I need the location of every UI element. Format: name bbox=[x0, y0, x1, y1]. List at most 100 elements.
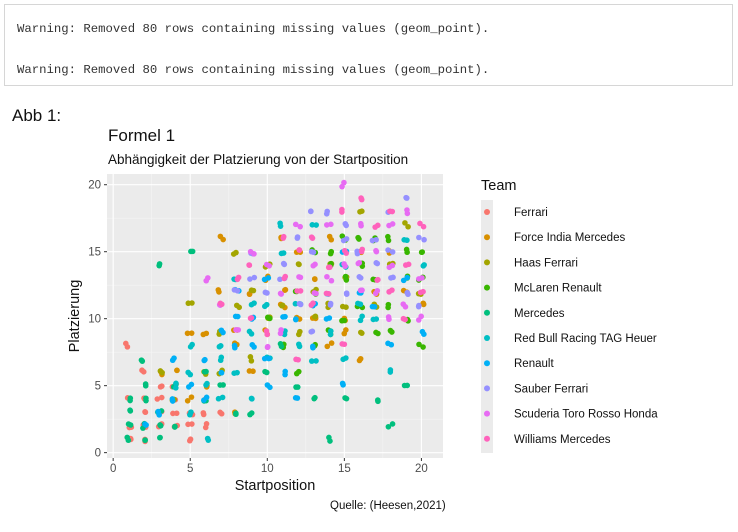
data-point bbox=[385, 301, 392, 308]
data-point bbox=[266, 263, 272, 269]
y-tick-label: 20 bbox=[88, 180, 101, 192]
data-point bbox=[358, 195, 364, 201]
data-point bbox=[403, 195, 410, 201]
data-point bbox=[385, 233, 391, 240]
data-point bbox=[339, 380, 346, 387]
data-point bbox=[421, 236, 427, 243]
data-point bbox=[281, 275, 288, 282]
data-point bbox=[355, 300, 361, 307]
data-point bbox=[420, 223, 427, 230]
data-point bbox=[387, 369, 394, 375]
data-point bbox=[402, 304, 409, 310]
data-point bbox=[277, 330, 284, 337]
data-point bbox=[203, 330, 210, 337]
data-point bbox=[402, 220, 408, 226]
data-point bbox=[404, 207, 410, 213]
console-output: Warning: Removed 80 rows containing miss… bbox=[4, 4, 733, 86]
data-point bbox=[205, 437, 212, 443]
data-point bbox=[297, 223, 303, 230]
data-point bbox=[247, 276, 253, 282]
data-point bbox=[233, 411, 239, 418]
data-point bbox=[294, 395, 301, 401]
chart-subtitle: Abhängigkeit der Platzierung von der Sta… bbox=[108, 152, 408, 167]
x-axis-label: Startposition bbox=[235, 478, 316, 494]
data-point bbox=[416, 276, 422, 282]
data-point bbox=[173, 380, 179, 387]
data-point bbox=[264, 382, 271, 388]
data-point bbox=[385, 340, 391, 347]
data-point bbox=[343, 250, 350, 256]
legend-label: Renault bbox=[514, 358, 554, 370]
data-point bbox=[263, 369, 270, 376]
data-point bbox=[323, 211, 330, 217]
data-point bbox=[201, 397, 207, 403]
data-point bbox=[262, 303, 268, 310]
data-point bbox=[217, 357, 224, 364]
data-point bbox=[359, 287, 365, 293]
data-point bbox=[139, 367, 145, 374]
data-point bbox=[327, 438, 333, 444]
x-tick-label: 10 bbox=[261, 463, 274, 475]
data-point bbox=[296, 247, 303, 253]
data-point bbox=[184, 330, 191, 337]
data-point bbox=[323, 222, 330, 228]
data-point bbox=[327, 300, 334, 307]
data-point bbox=[218, 301, 225, 308]
y-tick-label: 15 bbox=[88, 247, 101, 259]
data-point bbox=[188, 330, 195, 336]
data-point bbox=[339, 341, 345, 347]
data-point bbox=[369, 303, 376, 310]
data-point bbox=[341, 330, 348, 337]
data-point bbox=[420, 301, 427, 308]
source-note: Quelle: (Heesen,2021) bbox=[330, 500, 446, 512]
data-point bbox=[230, 251, 237, 257]
data-point bbox=[294, 235, 301, 241]
x-tick-label: 5 bbox=[187, 463, 193, 475]
legend-title: Team bbox=[481, 178, 516, 194]
data-point bbox=[264, 343, 271, 350]
data-point bbox=[405, 291, 411, 298]
data-point bbox=[416, 341, 422, 348]
data-point bbox=[343, 222, 350, 229]
data-point bbox=[249, 396, 255, 402]
data-point bbox=[310, 345, 316, 351]
data-point bbox=[343, 355, 349, 361]
data-point bbox=[339, 206, 345, 213]
data-point bbox=[328, 340, 335, 346]
legend-label: Force India Mercedes bbox=[514, 232, 625, 244]
data-point bbox=[278, 343, 285, 350]
data-point bbox=[328, 277, 335, 284]
data-point bbox=[309, 221, 316, 228]
data-point bbox=[248, 315, 255, 321]
data-point bbox=[401, 382, 408, 389]
data-point bbox=[282, 313, 288, 320]
data-point bbox=[358, 329, 364, 336]
data-point bbox=[388, 275, 394, 281]
data-point bbox=[187, 411, 193, 418]
legend-key bbox=[484, 209, 490, 215]
data-point bbox=[404, 274, 411, 281]
data-point bbox=[248, 410, 255, 416]
legend-label: Sauber Ferrari bbox=[514, 383, 588, 395]
legend-label: Mercedes bbox=[514, 308, 565, 320]
data-point bbox=[385, 314, 392, 320]
data-point bbox=[373, 316, 380, 322]
data-point bbox=[188, 381, 195, 388]
legend-label: Red Bull Racing TAG Heuer bbox=[514, 333, 657, 345]
data-point bbox=[308, 248, 315, 255]
data-point bbox=[343, 277, 350, 283]
data-point bbox=[328, 248, 335, 255]
data-point bbox=[295, 368, 302, 375]
data-point bbox=[389, 208, 396, 215]
data-point bbox=[217, 342, 224, 349]
data-point bbox=[277, 276, 283, 283]
data-point bbox=[323, 290, 330, 297]
data-point bbox=[309, 235, 316, 241]
data-point bbox=[417, 220, 423, 227]
figure-label: Abb 1: bbox=[12, 106, 62, 125]
data-point bbox=[416, 302, 422, 309]
data-point bbox=[418, 249, 425, 256]
data-point bbox=[157, 368, 164, 374]
data-point bbox=[169, 396, 176, 402]
data-point bbox=[218, 369, 225, 376]
